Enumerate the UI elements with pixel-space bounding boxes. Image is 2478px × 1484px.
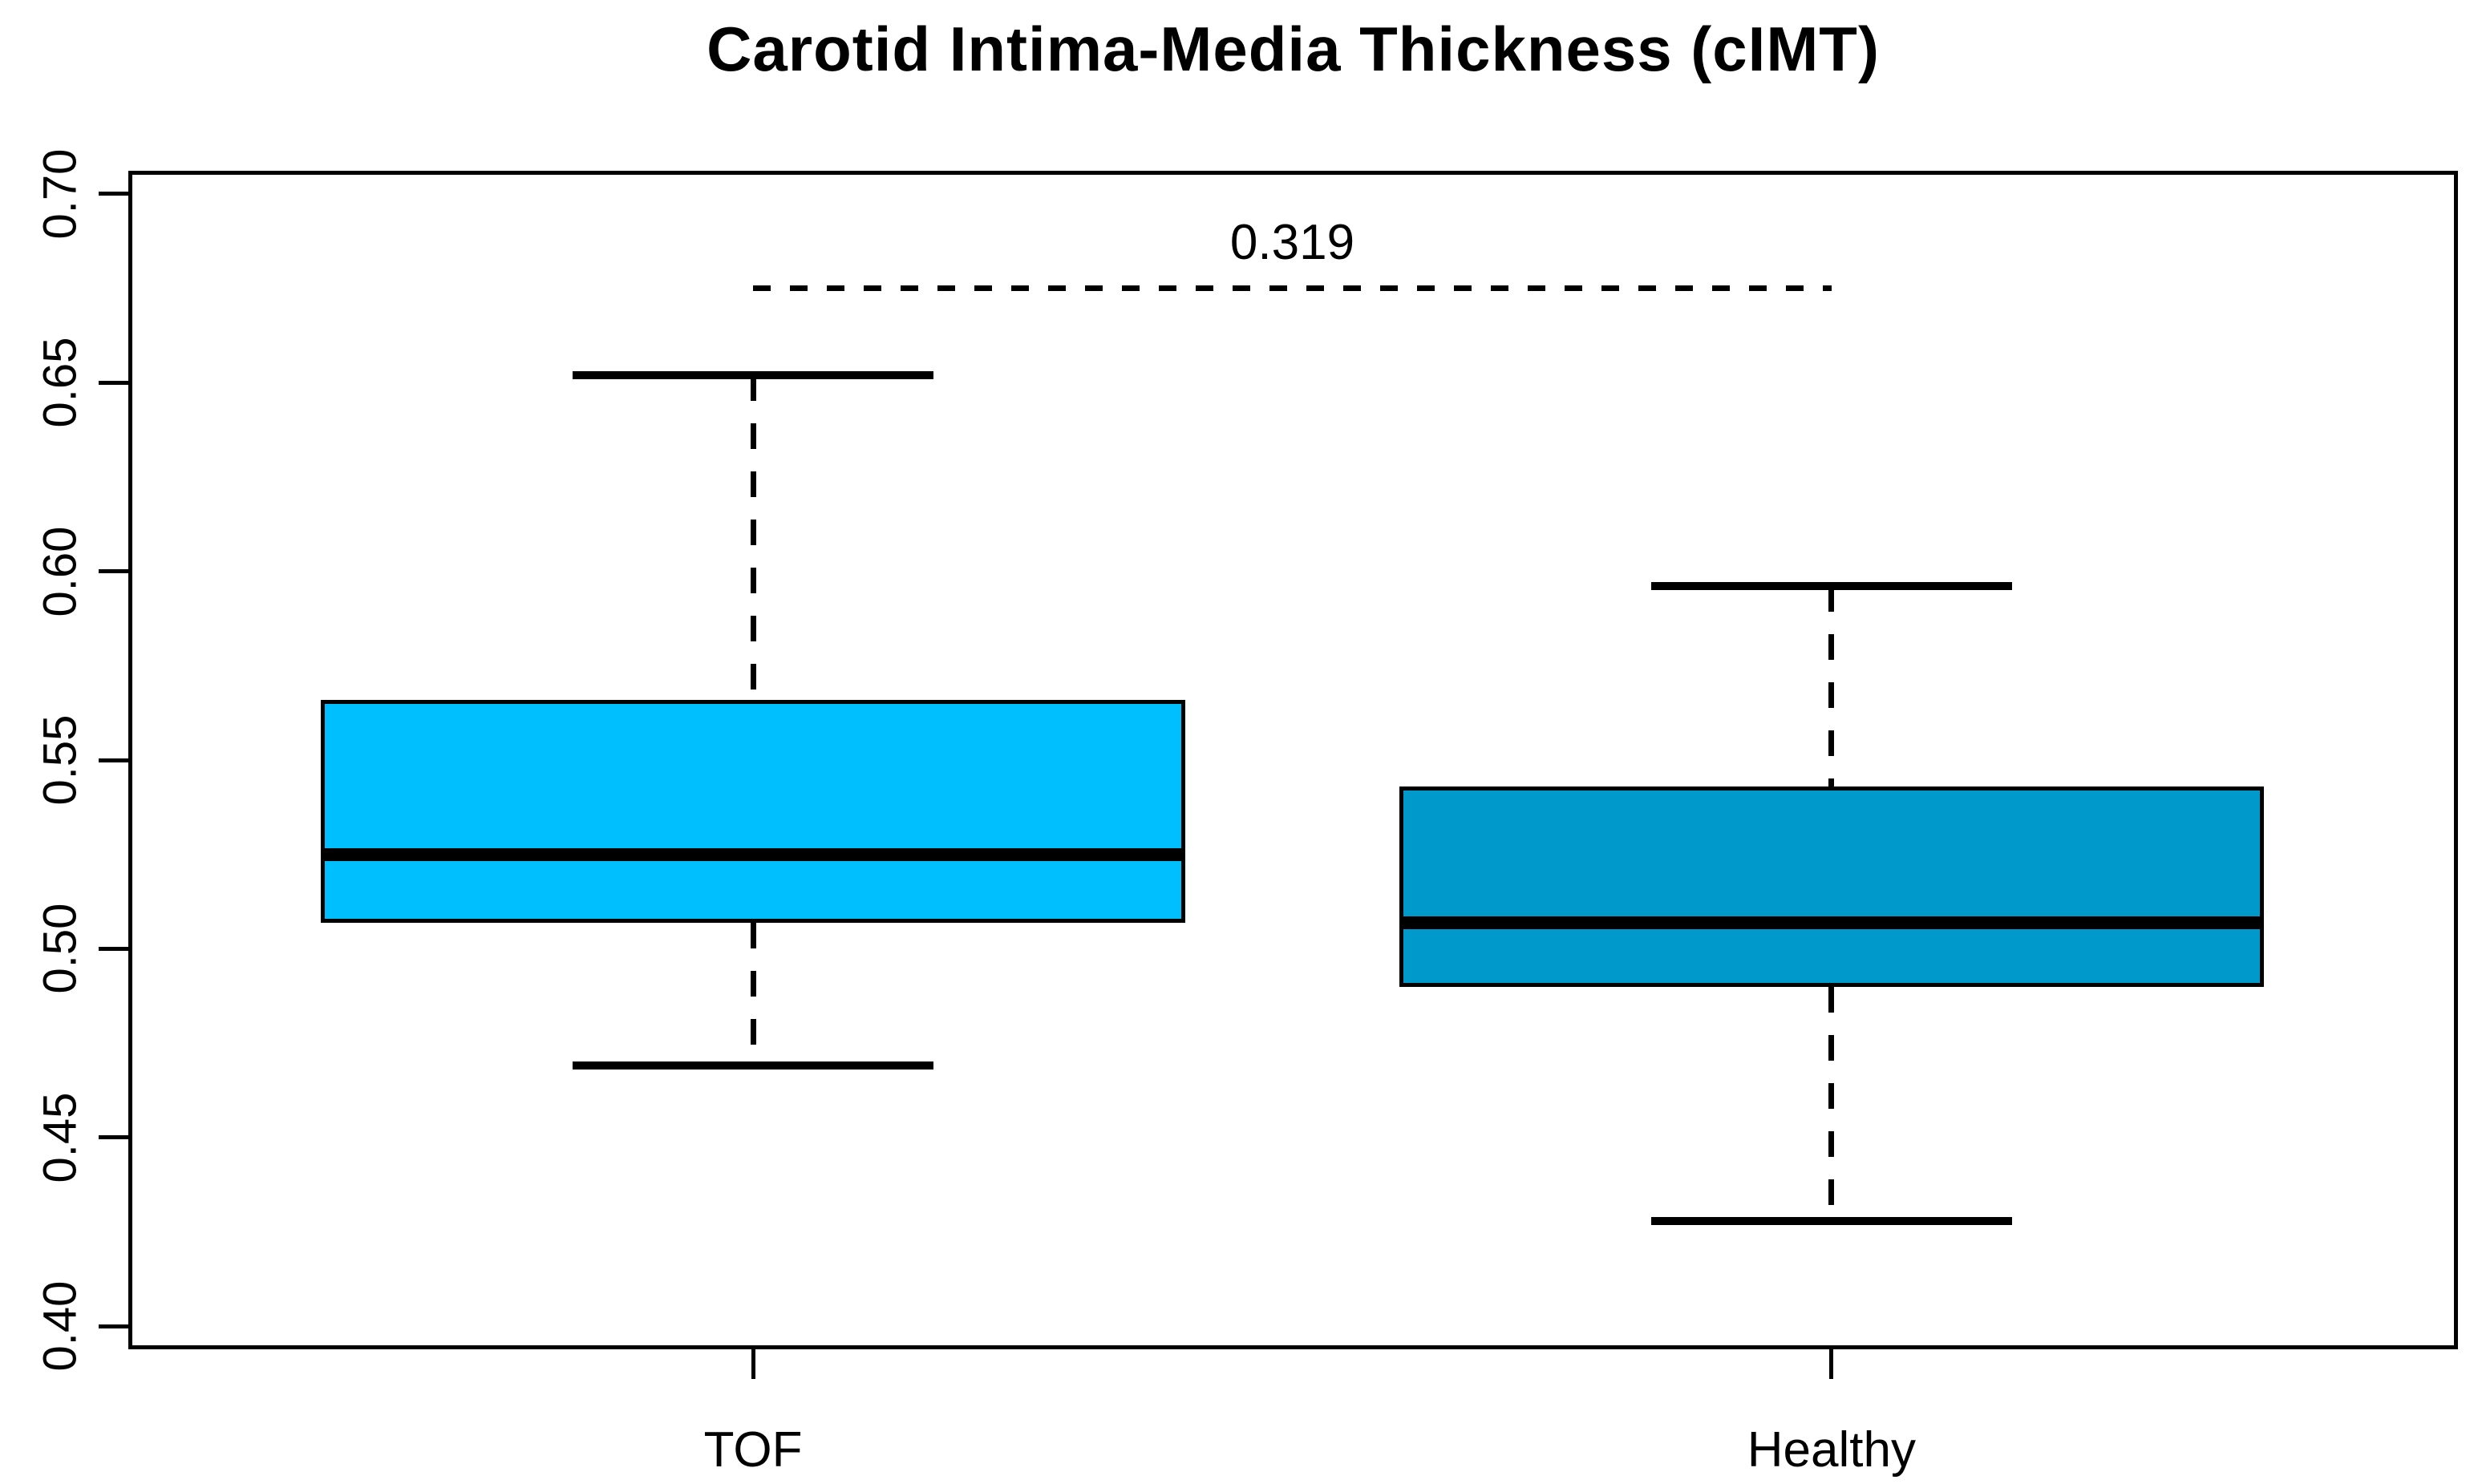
y-axis-tick [99, 758, 128, 762]
median-line-tof [321, 847, 1186, 861]
x-axis-category-label-healthy: Healthy [1747, 1422, 1916, 1478]
y-axis-tick-label: 0.70 [34, 148, 87, 239]
y-axis-tick [99, 569, 128, 574]
y-axis-tick [99, 192, 128, 196]
box-healthy [1399, 786, 2264, 987]
chart-title: Carotid Intima-Media Thickness (cIMT) [707, 14, 1880, 84]
y-axis-tick [99, 380, 128, 385]
y-axis-tick-label: 0.55 [34, 714, 87, 806]
significance-p-value-label: 0.319 [1229, 215, 1355, 271]
whisker-cap-lower-healthy [1650, 1216, 2012, 1225]
y-axis-tick-label: 0.40 [34, 1280, 87, 1372]
x-axis-tick-tof [751, 1345, 755, 1379]
whisker-lower-tof [750, 922, 756, 1066]
box-tof [321, 699, 1186, 923]
whisker-upper-healthy [1828, 586, 1835, 786]
y-axis-tick [99, 1324, 128, 1328]
median-line-healthy [1399, 916, 2264, 929]
whisker-lower-healthy [1828, 986, 1835, 1221]
y-axis-tick-label: 0.65 [34, 337, 87, 428]
significance-line [753, 285, 1832, 291]
y-axis-tick-label: 0.50 [34, 904, 87, 994]
whisker-cap-upper-healthy [1650, 582, 2012, 591]
whisker-cap-upper-tof [573, 370, 934, 379]
plot-area: 0.70 0.65 0.60 0.55 0.50 0.45 0.40 TOF Healthy 0.… [34, 148, 2458, 1478]
y-axis-tick-label: 0.45 [34, 1092, 87, 1183]
whisker-upper-tof [750, 374, 756, 700]
x-axis-category-label-tof: TOF [703, 1422, 803, 1478]
x-axis-tick-healthy [1829, 1345, 1834, 1379]
y-axis-tick [99, 946, 128, 951]
y-axis-tick [99, 1135, 128, 1140]
y-axis-tick-label: 0.60 [34, 526, 87, 617]
whisker-cap-lower-tof [573, 1061, 934, 1070]
